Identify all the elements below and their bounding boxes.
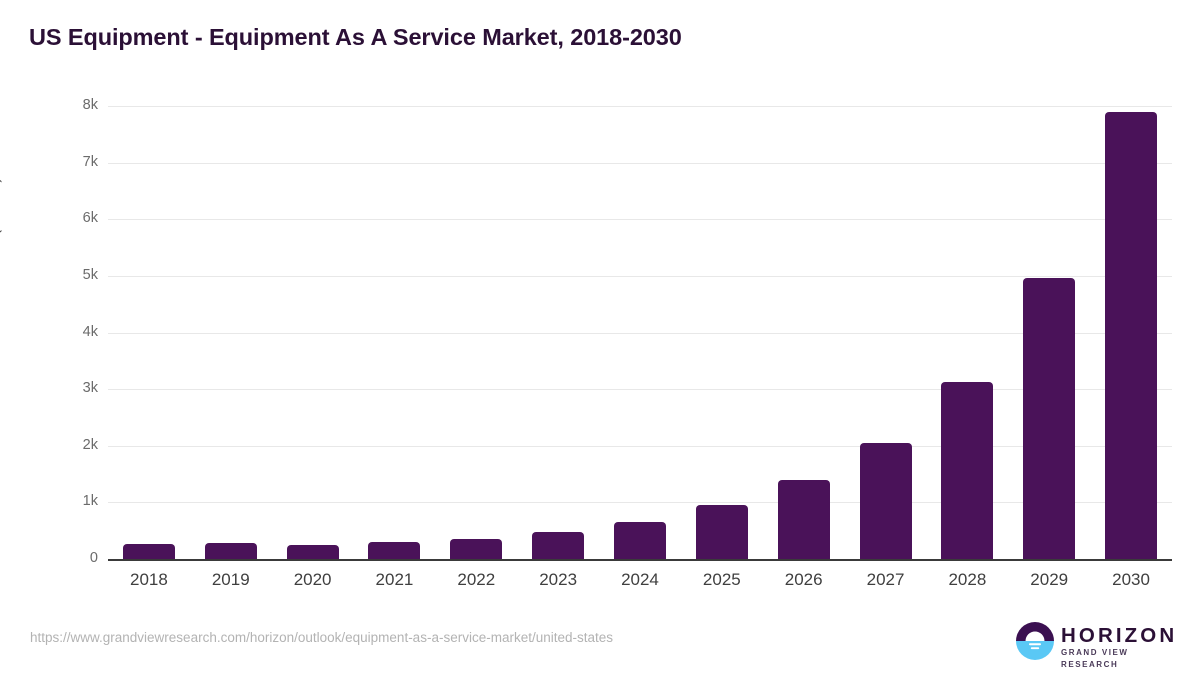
bar[interactable] [1105, 111, 1158, 559]
gridline [108, 389, 1172, 391]
y-tick-label: 1k [82, 493, 98, 510]
horizon-logo-icon [1016, 622, 1054, 660]
plot-area [108, 106, 1172, 559]
bar[interactable] [1023, 277, 1076, 559]
gridline [108, 275, 1172, 277]
page-title: US Equipment - Equipment As A Service Ma… [29, 24, 682, 50]
logo-tagline: GRAND VIEW RESEARCH [1061, 648, 1129, 669]
bar[interactable] [122, 544, 175, 559]
x-tick-label: 2025 [702, 570, 741, 589]
x-tick-label: 2021 [375, 570, 414, 589]
gridline [108, 106, 1172, 107]
x-tick-label: 2019 [211, 570, 250, 589]
x-tick-label: 2020 [293, 570, 332, 589]
bar[interactable] [532, 532, 585, 559]
y-tick-label: 3k [82, 380, 98, 397]
x-tick-label: 2022 [457, 570, 496, 589]
y-tick-label: 6k [82, 210, 98, 227]
x-tick-label: 2026 [784, 570, 823, 589]
y-tick-label: 7k [82, 153, 98, 170]
bar[interactable] [859, 442, 912, 559]
x-tick-label: 2029 [1030, 570, 1069, 589]
bar[interactable] [286, 544, 339, 559]
y-tick-label: 2k [82, 436, 98, 453]
bar[interactable] [695, 505, 748, 559]
x-tick-label: 2030 [1112, 570, 1150, 589]
y-tick-label: 0 [89, 550, 98, 566]
x-tick-label: 2023 [539, 570, 578, 589]
bar[interactable] [614, 521, 666, 559]
x-axis-line [108, 559, 1172, 561]
gridline [108, 332, 1172, 334]
y-tick-label: 5k [82, 266, 98, 283]
bar[interactable] [204, 542, 257, 559]
y-axis-label: Market Size (US$M) [0, 176, 2, 330]
gridline [108, 502, 1172, 504]
gridline [108, 445, 1172, 447]
horizon-logo-text: HORIZON GRAND VIEW RESEARCH [1061, 625, 1177, 671]
source-url[interactable]: https://www.grandviewresearch.com/horizo… [30, 630, 614, 645]
x-tick-label: 2018 [130, 570, 168, 589]
bar[interactable] [450, 539, 503, 559]
y-tick-label: 8k [82, 97, 98, 113]
logo-wordmark: HORIZON [1061, 624, 1178, 647]
gridline [108, 219, 1172, 221]
horizon-logo: HORIZON GRAND VIEW RESEARCH [1015, 620, 1174, 669]
x-tick-label: 2024 [621, 570, 659, 589]
y-tick-label: 4k [82, 323, 98, 340]
bar[interactable] [777, 480, 830, 559]
bar[interactable] [368, 541, 421, 559]
x-tick-label: 2027 [866, 570, 905, 589]
gridline [108, 162, 1172, 164]
x-tick-label: 2028 [948, 570, 987, 589]
bar[interactable] [941, 381, 994, 559]
